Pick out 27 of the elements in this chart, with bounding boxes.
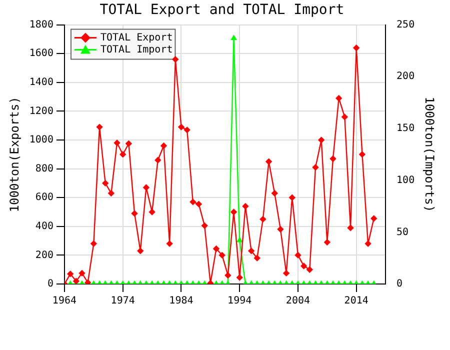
x-tick-label: 1964: [52, 296, 77, 307]
y2-tick-label: 50: [396, 226, 409, 238]
x-tick-label: 1974: [110, 296, 135, 307]
y2-tick-label: 200: [396, 71, 415, 82]
legend-label: TOTAL Import: [100, 44, 173, 56]
y-tick-label: 1200: [29, 106, 54, 117]
legend-label: TOTAL Export: [100, 32, 173, 44]
x-tick-label: 1994: [228, 296, 252, 307]
x-tick-label: 2004: [286, 296, 310, 307]
y-tick-label: 1400: [29, 76, 54, 88]
y-tick-label: 1600: [29, 48, 54, 60]
y-tick-label: 400: [35, 220, 54, 232]
x-tick-label: 1984: [169, 296, 194, 307]
y2-tick-label: 250: [396, 19, 415, 30]
y-tick-label: 0: [47, 278, 54, 290]
x-tick-label: 2014: [344, 296, 368, 307]
y2-tick-label: 0: [396, 278, 403, 290]
y-tick-label: 800: [35, 163, 54, 174]
y-tick-label: 600: [35, 192, 54, 204]
y2-tick-label: 150: [396, 123, 415, 134]
chart-title: TOTAL Export and TOTAL Import: [100, 2, 344, 18]
y-tick-label: 1800: [29, 19, 54, 30]
y2-axis-title: 1000ton(Imports): [422, 96, 437, 212]
y-tick-label: 1000: [29, 134, 54, 146]
y-axis-title: 1000ton(Exports): [7, 96, 22, 212]
y-tick-label: 200: [35, 250, 54, 261]
y2-tick-label: 100: [396, 174, 415, 186]
